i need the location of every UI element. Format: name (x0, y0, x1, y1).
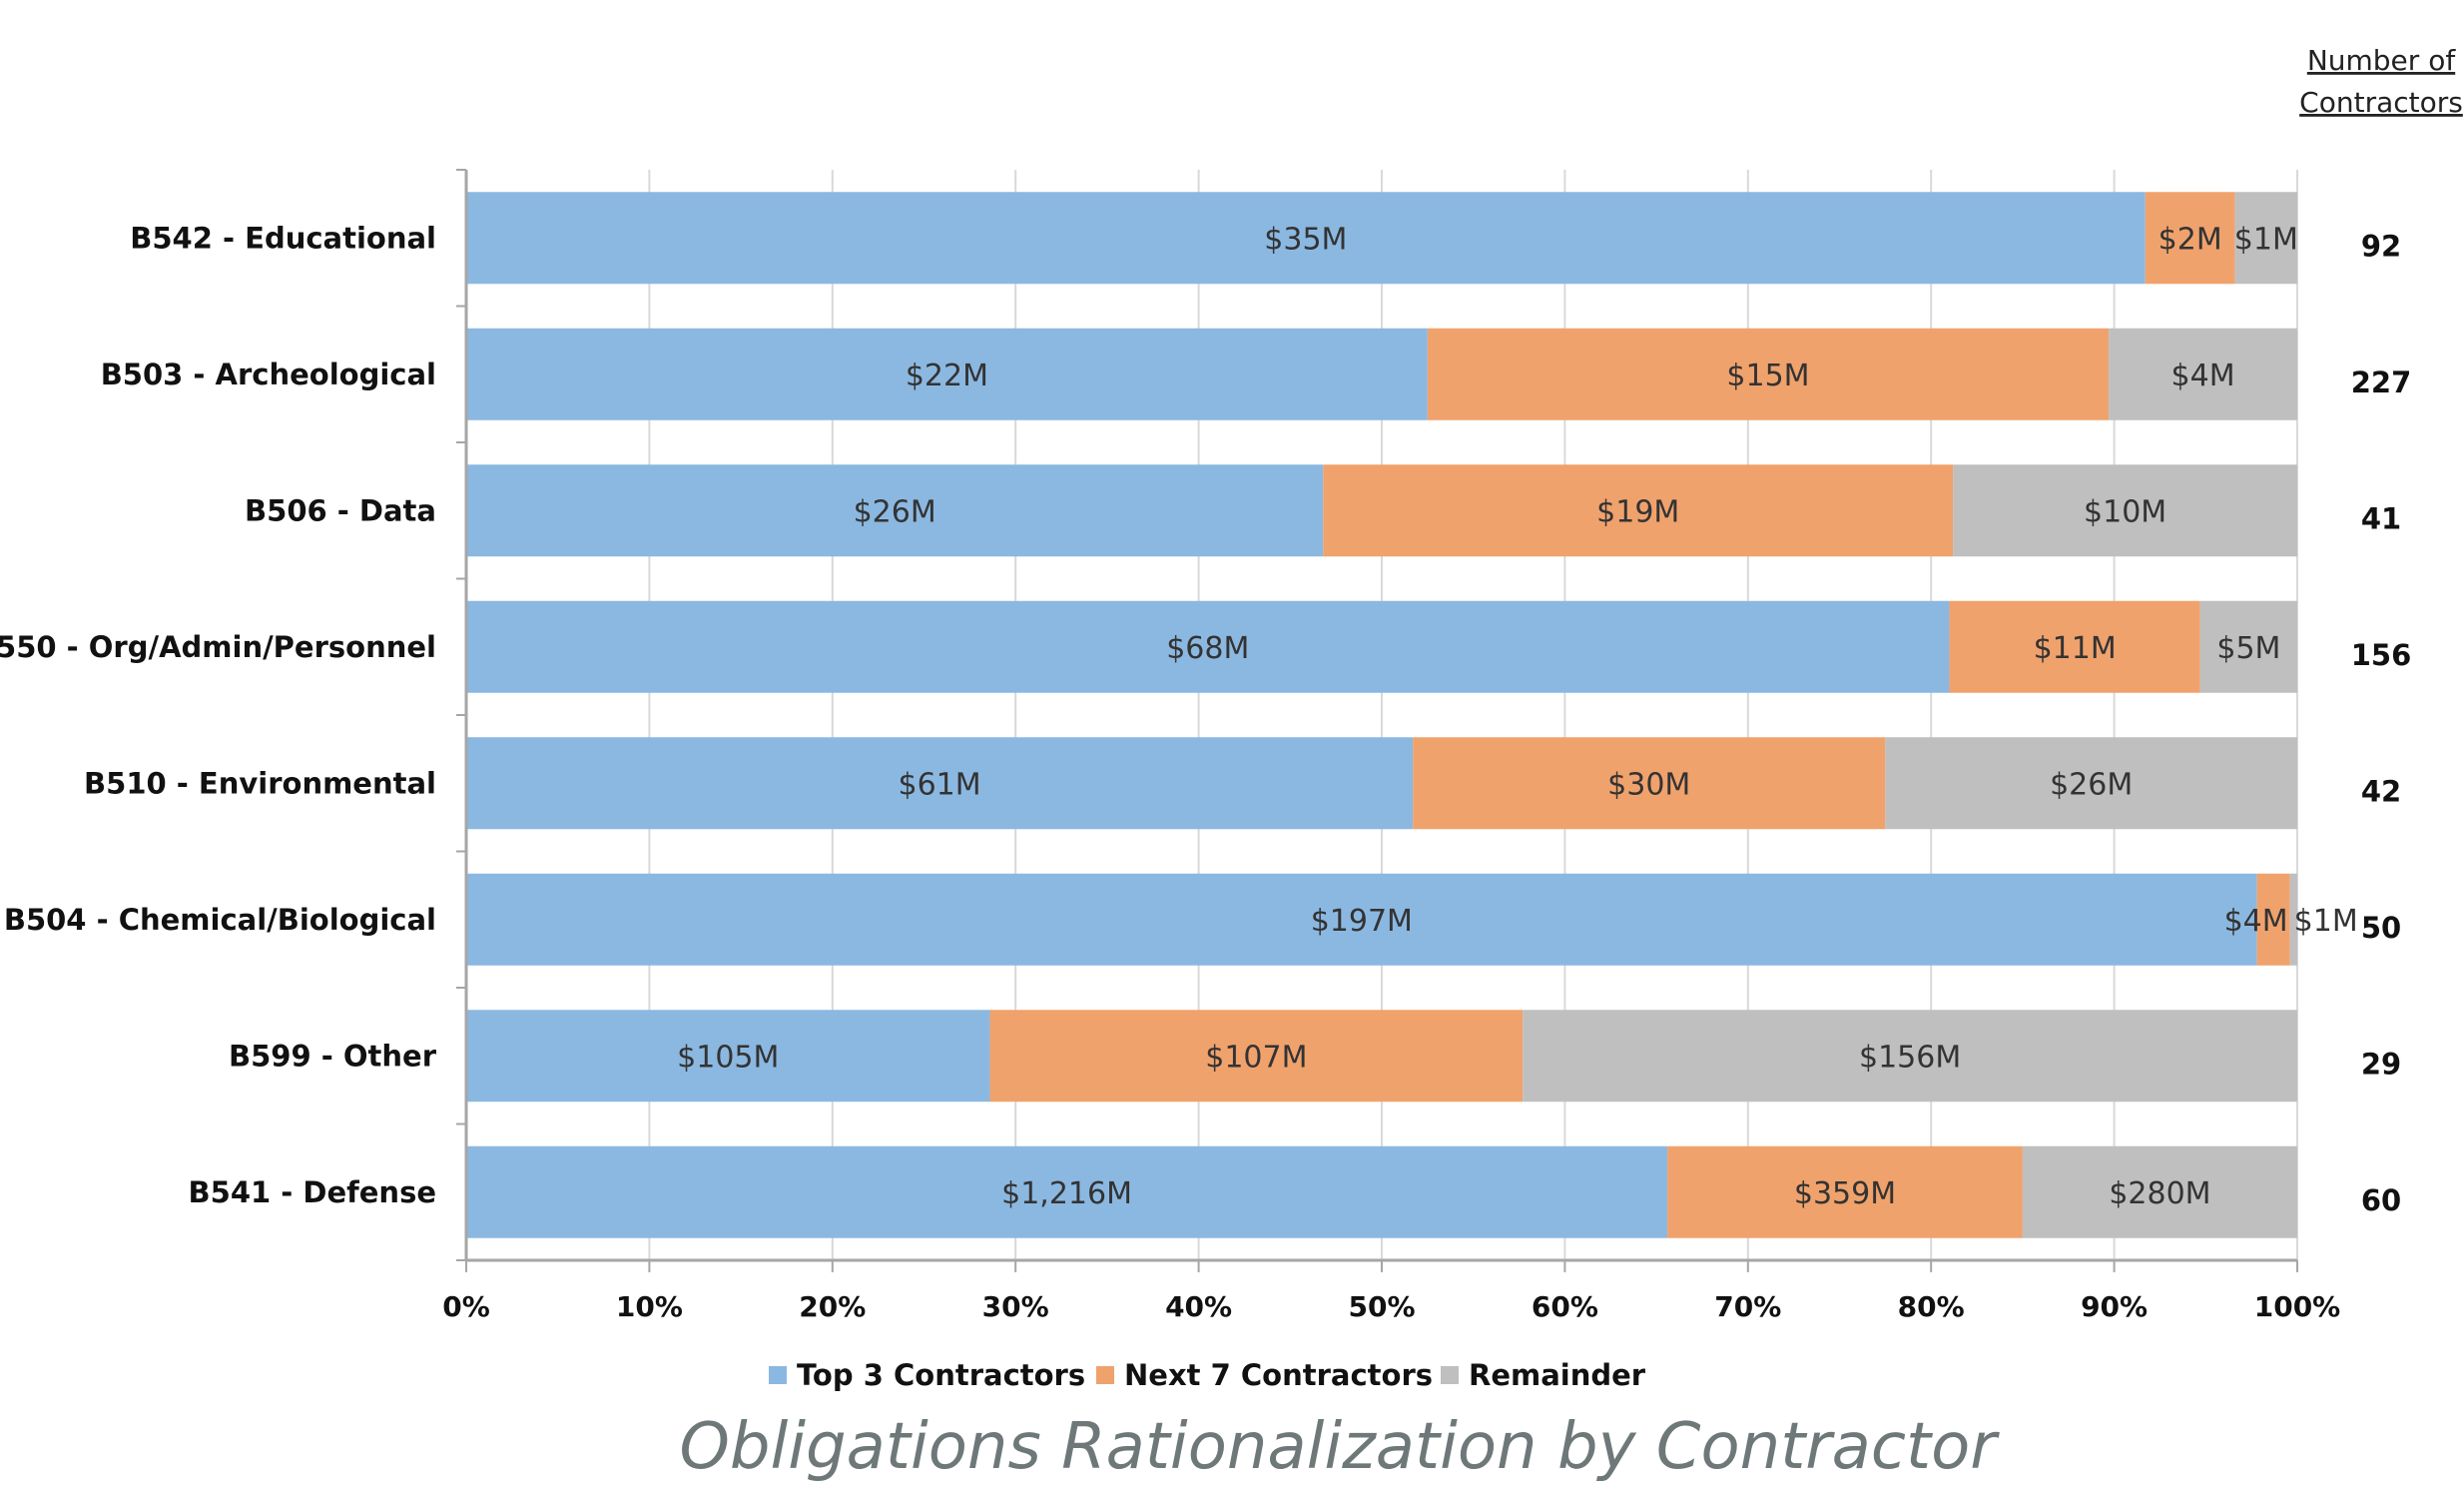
data-label: $30M (1607, 767, 1690, 802)
data-label: $26M (2050, 767, 2133, 802)
x-tick-label: 10% (616, 1290, 683, 1323)
category-label: B542 - Educational (130, 221, 436, 255)
category-label: B506 - Data (245, 493, 436, 527)
bar-segment (2199, 600, 2297, 693)
bar-segment (1885, 737, 2297, 830)
legend-swatch (1441, 1366, 1459, 1384)
data-label: $197M (1311, 904, 1413, 939)
bar-segment (1953, 464, 2297, 557)
data-label: $280M (2109, 1176, 2210, 1211)
contractor-count: 60 (2361, 1183, 2401, 1217)
category-labels: B542 - Educational B503 - Archeological B5… (0, 221, 437, 1209)
category-label: B599 - Other (229, 1039, 437, 1073)
bar-segment (2109, 328, 2297, 420)
data-label: $68M (1166, 631, 1249, 666)
legend-label: Top 3 Contractors (797, 1358, 1085, 1392)
contractor-count: 29 (2361, 1047, 2401, 1081)
contractor-count: 50 (2361, 911, 2401, 945)
data-label: $359M (1794, 1176, 1896, 1211)
x-tick-label: 100% (2254, 1290, 2341, 1323)
data-label: $107M (1205, 1040, 1307, 1075)
bar-segment (1323, 464, 1954, 557)
bar-segment (1413, 737, 1886, 830)
category-label: B504 - Chemical/Biological (4, 903, 436, 937)
contractor-count: 156 (2351, 638, 2412, 672)
bar-segment (466, 328, 1428, 420)
data-label: $105M (677, 1040, 779, 1075)
chart-title: Obligations Rationalization by Contracto… (679, 1410, 2000, 1484)
data-label: $22M (906, 359, 988, 393)
data-labels: $35M $2M $1M $22M $15M $4M $26M $19M $10M $68M $11… (677, 222, 2358, 1211)
bar-segment (989, 1010, 1524, 1103)
legend-swatch (769, 1366, 787, 1384)
data-label: $1M (2234, 222, 2298, 257)
x-tick-label: 70% (1714, 1290, 1781, 1323)
bar-segment (466, 600, 1950, 693)
axes (456, 169, 2298, 1272)
bar-segment (2289, 873, 2297, 966)
data-label: $35M (1264, 222, 1347, 257)
x-tick-label: 40% (1165, 1290, 1232, 1323)
bar-segment (2256, 873, 2290, 966)
x-tick-label: 30% (982, 1290, 1049, 1323)
bar-segment (2022, 1145, 2297, 1238)
contractor-count: 92 (2361, 229, 2401, 263)
bars (466, 192, 2297, 1238)
x-tick-label: 20% (799, 1290, 866, 1323)
x-tick-labels: 0% 10% 20% 30% 40% 50% 60% 70% 80% 90% 100% (442, 1290, 2340, 1323)
data-label: $2M (2158, 222, 2222, 257)
legend: Top 3 Contractors Next 7 Contractors Remai… (769, 1358, 1646, 1392)
data-label: $15M (1726, 359, 1809, 393)
bar-segment (466, 737, 1414, 830)
x-tick-label: 0% (442, 1290, 490, 1323)
legend-label: Next 7 Contractors (1124, 1358, 1433, 1392)
legend-label: Remainder (1469, 1358, 1646, 1392)
bar-segment (466, 1145, 1668, 1238)
data-label: $61M (899, 767, 981, 802)
x-tick-label: 80% (1898, 1290, 1965, 1323)
bar-segment (2145, 192, 2235, 285)
contractor-count: 41 (2361, 501, 2401, 535)
x-tick-label: 60% (1532, 1290, 1598, 1323)
data-label: $10M (2084, 494, 2166, 529)
bar-segment (1523, 1010, 2297, 1103)
data-label: $1M (2294, 904, 2358, 939)
data-label: $5M (2216, 631, 2280, 666)
data-label: $156M (1859, 1040, 1961, 1075)
category-label: B550 - Org/Admin/Personnel (0, 630, 436, 664)
bar-segment (466, 464, 1324, 557)
bar-segment (466, 873, 2257, 966)
data-label: $4M (2171, 359, 2235, 393)
category-label: B503 - Archeological (101, 358, 436, 391)
category-label: B541 - Defense (189, 1175, 436, 1209)
bar-segment (466, 1010, 990, 1103)
data-label: $4M (2224, 904, 2288, 939)
x-tick-label: 50% (1348, 1290, 1415, 1323)
bar-segment (1667, 1145, 2023, 1238)
count-header-line1: Number of (2307, 44, 2457, 77)
count-header-line2: Contractors (2299, 86, 2463, 119)
x-tick-label: 90% (2081, 1290, 2148, 1323)
contractor-count: 42 (2361, 774, 2401, 808)
data-label: $11M (2034, 631, 2117, 666)
contractor-count: 227 (2351, 366, 2412, 399)
data-label: $1,216M (1001, 1176, 1132, 1211)
data-label: $19M (1596, 494, 1679, 529)
bar-segment (1949, 600, 2200, 693)
bar-segment (2234, 192, 2297, 285)
bar-segment (1427, 328, 2110, 420)
bar-segment (466, 192, 2146, 285)
category-label: B510 - Environmental (84, 766, 436, 800)
data-label: $26M (854, 494, 936, 529)
legend-swatch (1096, 1366, 1114, 1384)
contractor-counts: Number of Contractors 92 227 41 156 42 50 29 60 (2299, 44, 2463, 1217)
